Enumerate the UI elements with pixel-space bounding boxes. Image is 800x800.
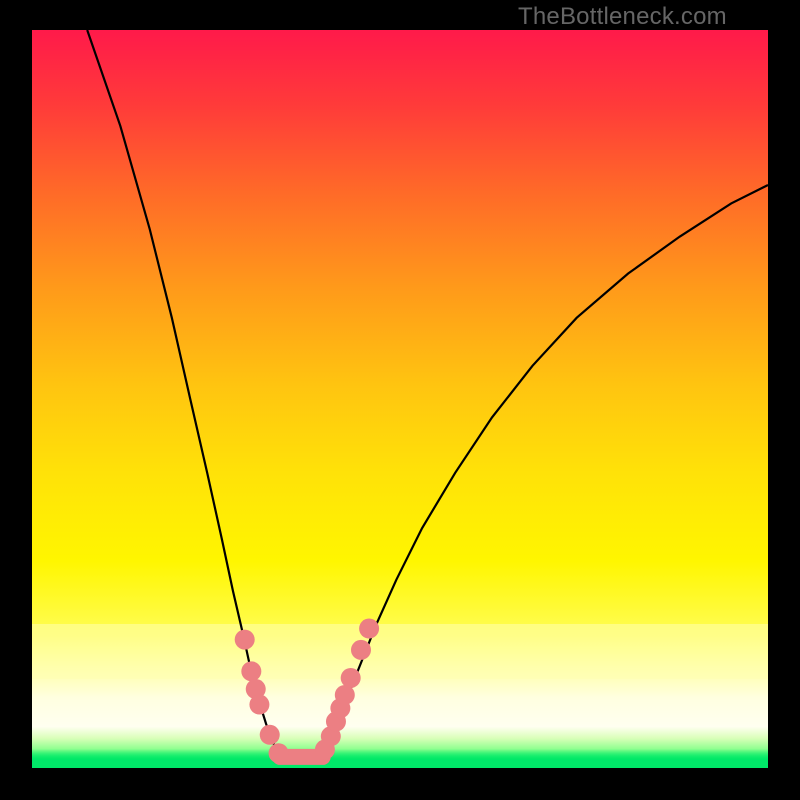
curve-right	[323, 185, 768, 755]
marker-point	[241, 661, 261, 681]
chart-svg	[32, 30, 768, 768]
marker-point	[249, 695, 269, 715]
marker-point	[269, 743, 289, 763]
watermark-text: TheBottleneck.com	[518, 3, 727, 31]
plot-frame	[32, 30, 768, 768]
marker-point	[341, 668, 361, 688]
marker-point	[359, 619, 379, 639]
markers-left-group	[235, 630, 289, 764]
marker-point	[260, 725, 280, 745]
marker-point	[351, 640, 371, 660]
marker-point	[235, 630, 255, 650]
plot-inner	[32, 30, 768, 768]
marker-point	[335, 685, 355, 705]
